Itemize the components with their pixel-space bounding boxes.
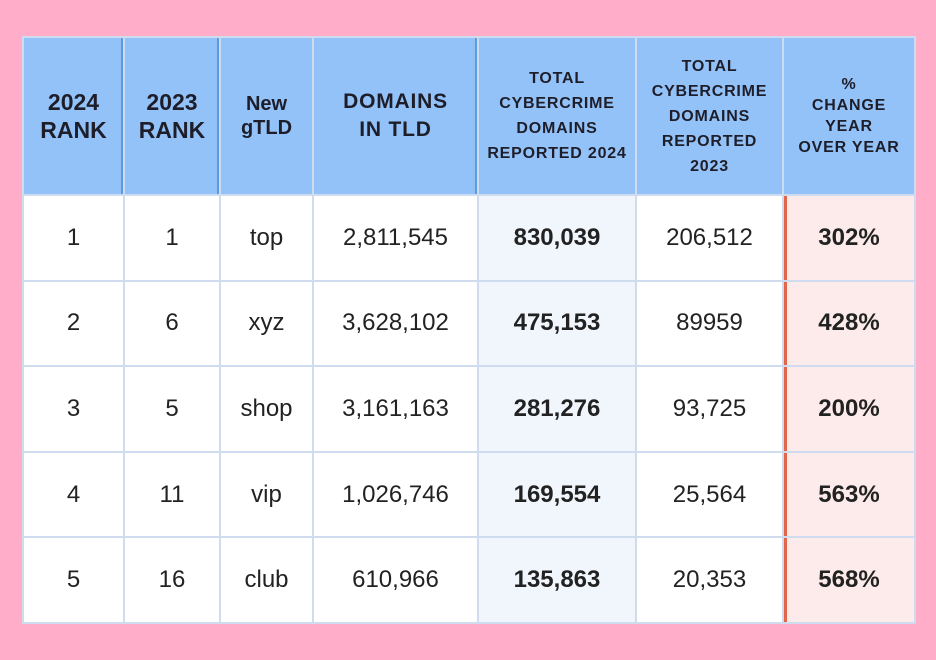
header-domains-in-tld: DOMAINS IN TLD	[314, 38, 477, 194]
cell-percent-change: 568%	[784, 538, 914, 622]
cell-rank-2024: 5	[24, 538, 123, 622]
header-reported-2024: TOTAL CYBERCRIME DOMAINS REPORTED 2024	[479, 38, 635, 194]
header-row: 2024 RANK 2023 RANK New gTLD DOMAINS IN …	[24, 38, 914, 194]
cell-reported-2023: 20,353	[637, 538, 782, 622]
cybercrime-gtld-table: 2024 RANK 2023 RANK New gTLD DOMAINS IN …	[22, 36, 916, 624]
header-percent-change: % CHANGE YEAR OVER YEAR	[784, 38, 914, 194]
table-row: 1 1 top 2,811,545 830,039 206,512 302%	[24, 196, 914, 280]
cell-reported-2024: 169,554	[479, 452, 635, 537]
cell-gtld: club	[221, 538, 312, 622]
table-row: 5 16 club 610,966 135,863 20,353 568%	[24, 538, 914, 622]
cell-percent-change: 563%	[784, 452, 914, 537]
cell-reported-2024: 135,863	[479, 538, 635, 622]
cell-domains-in-tld: 2,811,545	[314, 196, 477, 280]
cell-percent-change: 428%	[784, 281, 914, 366]
cell-gtld: vip	[221, 452, 312, 537]
cell-reported-2024: 475,153	[479, 281, 635, 366]
header-rank-2024: 2024 RANK	[24, 38, 123, 194]
cell-reported-2023: 25,564	[637, 452, 782, 537]
cell-rank-2024: 3	[24, 367, 123, 451]
header-reported-2023: TOTAL CYBERCRIME DOMAINS REPORTED 2023	[637, 38, 782, 194]
table-header: 2024 RANK 2023 RANK New gTLD DOMAINS IN …	[24, 38, 914, 194]
table-row: 4 11 vip 1,026,746 169,554 25,564 563%	[24, 452, 914, 537]
cell-gtld: xyz	[221, 281, 312, 366]
cell-rank-2023: 11	[125, 452, 219, 537]
cell-gtld: top	[221, 196, 312, 280]
cell-percent-change: 302%	[784, 196, 914, 280]
cell-domains-in-tld: 1,026,746	[314, 452, 477, 537]
header-rank-2023: 2023 RANK	[125, 38, 219, 194]
table-frame: 2024 RANK 2023 RANK New gTLD DOMAINS IN …	[22, 36, 916, 624]
table-body: 1 1 top 2,811,545 830,039 206,512 302% 2…	[24, 196, 914, 622]
cell-rank-2024: 4	[24, 452, 123, 537]
cell-domains-in-tld: 610,966	[314, 538, 477, 622]
cell-reported-2023: 206,512	[637, 196, 782, 280]
cell-percent-change: 200%	[784, 367, 914, 451]
header-new-gtld: New gTLD	[221, 38, 312, 194]
cell-reported-2024: 281,276	[479, 367, 635, 451]
cell-rank-2023: 16	[125, 538, 219, 622]
cell-reported-2023: 89959	[637, 281, 782, 366]
cell-rank-2023: 5	[125, 367, 219, 451]
cell-rank-2024: 1	[24, 196, 123, 280]
table-row: 2 6 xyz 3,628,102 475,153 89959 428%	[24, 281, 914, 366]
cell-domains-in-tld: 3,161,163	[314, 367, 477, 451]
cell-rank-2023: 1	[125, 196, 219, 280]
cell-reported-2023: 93,725	[637, 367, 782, 451]
table-row: 3 5 shop 3,161,163 281,276 93,725 200%	[24, 367, 914, 451]
cell-gtld: shop	[221, 367, 312, 451]
cell-domains-in-tld: 3,628,102	[314, 281, 477, 366]
cell-rank-2024: 2	[24, 281, 123, 366]
cell-rank-2023: 6	[125, 281, 219, 366]
cell-reported-2024: 830,039	[479, 196, 635, 280]
